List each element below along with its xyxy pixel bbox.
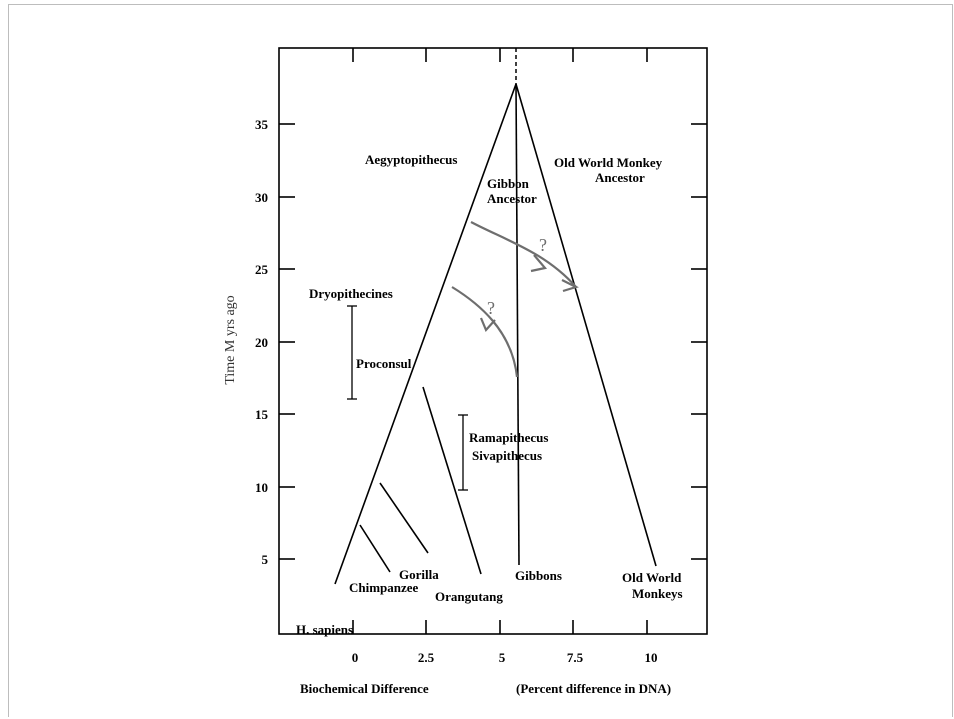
label-owm-line2: Monkeys [632, 586, 683, 601]
label-gibbon-ancestor-line1: Gibbon [487, 176, 530, 191]
question-mark: ? [487, 298, 495, 318]
x-axis-subtitle: (Percent difference in DNA) [516, 681, 671, 696]
label-sivapithecus: Sivapithecus [472, 448, 542, 463]
label-gibbon-ancestor-line2: Ancestor [487, 191, 537, 206]
label-orangutang: Orangutang [435, 589, 503, 604]
label-chimpanzee: Chimpanzee [349, 580, 419, 595]
x-axis-title: Biochemical Difference [300, 681, 429, 696]
uncertain-path-ape-gibbon [451, 286, 519, 378]
tree-branches [334, 83, 657, 585]
range-bar-dryopithecines [347, 305, 357, 400]
label-h-sapiens: H. sapiens [296, 622, 353, 637]
y-tick-label: 25 [255, 262, 269, 277]
y-tick-label: 15 [255, 407, 269, 422]
arrowhead-icon [530, 254, 548, 273]
x-tick-label: 10 [645, 650, 658, 665]
arrowhead-icon [561, 279, 579, 293]
figure-frame [8, 4, 953, 717]
label-dryopithecines: Dryopithecines [309, 286, 393, 301]
y-tick-label: 30 [255, 190, 268, 205]
plot-box [278, 47, 708, 635]
branch-human-lineage [334, 83, 517, 585]
branch-gibbons [515, 83, 520, 566]
arrowhead-icon [479, 317, 496, 333]
label-gorilla: Gorilla [399, 567, 439, 582]
x-tick-marks [352, 48, 648, 634]
y-tick-label: 20 [255, 335, 268, 350]
question-mark: ? [539, 235, 547, 255]
y-tick-label: 35 [255, 117, 269, 132]
label-owm-ancestor-line2: Ancestor [595, 170, 645, 185]
uncertain-path-gibbon-owm [470, 221, 577, 288]
label-ramapithecus: Ramapithecus [469, 430, 548, 445]
x-tick-label: 7.5 [567, 650, 584, 665]
label-gibbons: Gibbons [515, 568, 562, 583]
branch-gorilla [379, 482, 429, 554]
x-tick-label: 2.5 [418, 650, 435, 665]
y-tick-label: 5 [262, 552, 269, 567]
label-owm-ancestor-line1: Old World Monkey [554, 155, 663, 170]
y-tick-label: 10 [255, 480, 268, 495]
label-proconsul: Proconsul [356, 356, 412, 371]
x-tick-label: 5 [499, 650, 506, 665]
branch-orangutang [422, 386, 482, 575]
y-tick-marks [279, 123, 707, 560]
branch-chimpanzee [359, 524, 391, 573]
branch-owm-lineage [515, 83, 657, 567]
y-axis-title: Time M yrs ago [223, 295, 238, 384]
range-bar-ramapithecus [458, 414, 468, 491]
label-owm-line1: Old World [622, 570, 682, 585]
label-aegyptopithecus: Aegyptopithecus [365, 152, 457, 167]
x-tick-label: 0 [352, 650, 359, 665]
